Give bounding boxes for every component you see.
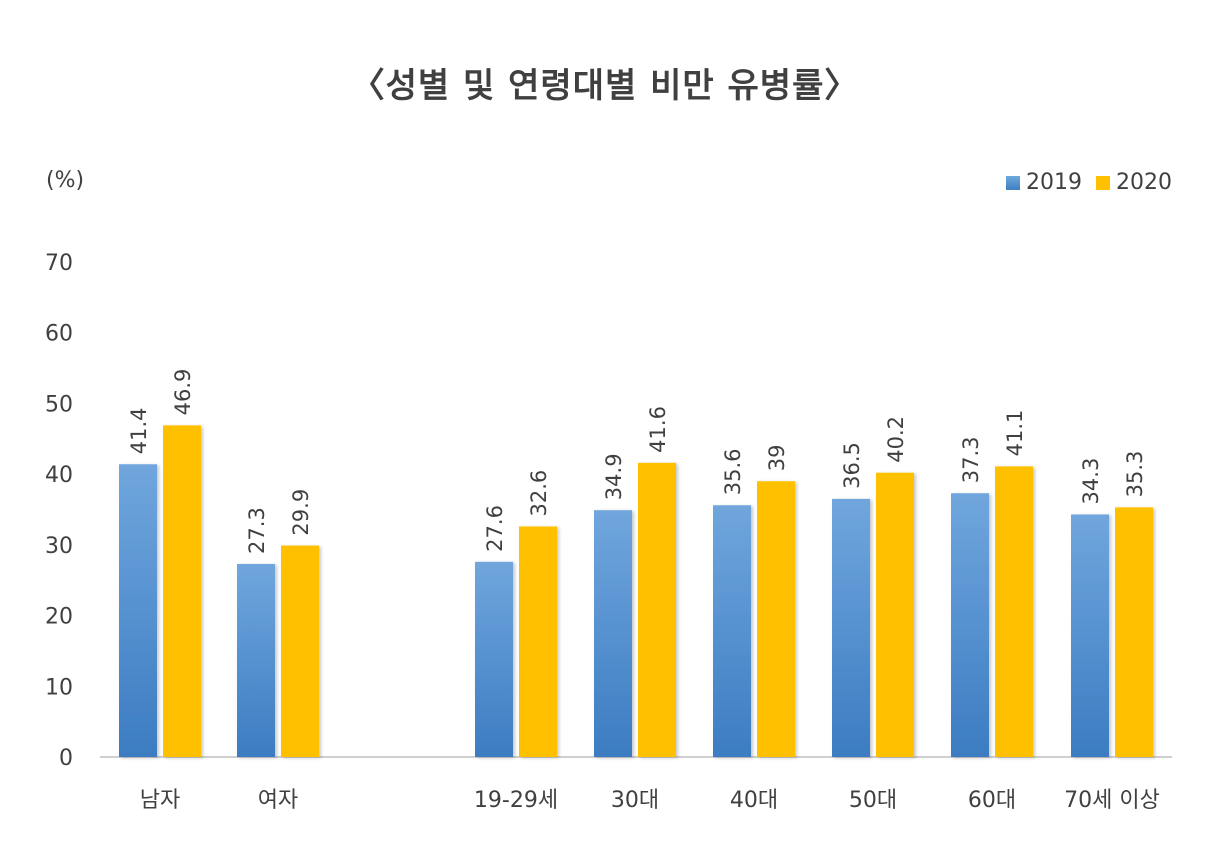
bar-2019-4	[713, 505, 751, 757]
bar-2020-5	[876, 472, 914, 757]
category-label: 30대	[611, 788, 659, 813]
bar-2020-7	[1115, 507, 1153, 757]
category-label: 60대	[968, 788, 1016, 813]
data-label-2020-4: 39	[765, 444, 789, 471]
legend-swatch-2020	[1096, 175, 1110, 190]
y-tick-label: 10	[45, 675, 73, 700]
bar-2020-0	[163, 425, 201, 757]
x-axis-labels: 남자 여자 19-29세 30대 40대 50대 60대 70세 이상	[140, 788, 1160, 813]
chart-title: 〈성별 및 연령대별 비만 유병률〉	[350, 66, 860, 106]
bar-2019-2	[475, 561, 513, 757]
data-label-2019-4: 35.6	[721, 448, 745, 495]
data-label-2020-7: 35.3	[1123, 451, 1147, 498]
bar-2019-1	[237, 563, 275, 757]
y-tick-label: 70	[45, 251, 73, 276]
bars	[119, 425, 1153, 757]
data-labels: 41.4 46.9 27.3 29.9 27.6 32.6 34.9 41.6 35.6 39 36…	[127, 369, 1147, 554]
bar-2019-5	[832, 498, 870, 757]
category-label: 여자	[258, 788, 298, 813]
y-tick-label: 20	[45, 605, 73, 630]
category-label: 70세 이상	[1064, 788, 1160, 813]
bar-2020-2	[519, 526, 557, 757]
category-label: 50대	[849, 788, 897, 813]
category-label: 19-29세	[474, 788, 558, 813]
data-label-2019-2: 27.6	[483, 505, 507, 552]
legend-item-2020: 2020	[1096, 170, 1172, 195]
y-tick-label: 60	[45, 322, 73, 347]
bar-2019-3	[594, 510, 632, 757]
bar-2020-1	[281, 545, 319, 757]
legend-swatch-2019	[1006, 175, 1020, 190]
category-label: 남자	[140, 788, 180, 813]
y-axis-unit: (%)	[46, 168, 85, 193]
legend-label-2020: 2020	[1116, 170, 1172, 195]
y-tick-label: 30	[45, 534, 73, 559]
data-label-2020-5: 40.2	[884, 416, 908, 463]
data-label-2019-7: 34.3	[1079, 458, 1103, 505]
data-label-2020-3: 41.6	[646, 406, 670, 453]
data-label-2020-2: 32.6	[527, 470, 551, 517]
bar-2020-4	[757, 481, 795, 757]
data-label-2019-3: 34.9	[602, 453, 626, 500]
data-label-2019-6: 37.3	[959, 436, 983, 483]
data-label-2019-0: 41.4	[127, 407, 151, 454]
category-label: 40대	[730, 788, 778, 813]
y-tick-label: 40	[45, 463, 73, 488]
bar-2019-0	[119, 464, 157, 757]
bar-2020-3	[638, 462, 676, 757]
legend-label-2019: 2019	[1026, 170, 1082, 195]
y-axis: 0 10 20 30 40 50 60 70	[45, 251, 73, 771]
bar-2019-6	[951, 493, 989, 757]
data-label-2020-0: 46.9	[171, 369, 195, 416]
legend: 2019 2020	[992, 170, 1172, 195]
bar-2019-7	[1071, 514, 1109, 757]
y-tick-label: 0	[59, 746, 73, 771]
data-label-2020-6: 41.1	[1003, 410, 1027, 457]
data-label-2019-5: 36.5	[840, 442, 864, 489]
bar-2020-6	[995, 466, 1033, 757]
data-label-2019-1: 27.3	[245, 507, 269, 554]
legend-item-2019: 2019	[1006, 170, 1082, 195]
data-label-2020-1: 29.9	[289, 489, 313, 536]
y-tick-label: 50	[45, 392, 73, 417]
